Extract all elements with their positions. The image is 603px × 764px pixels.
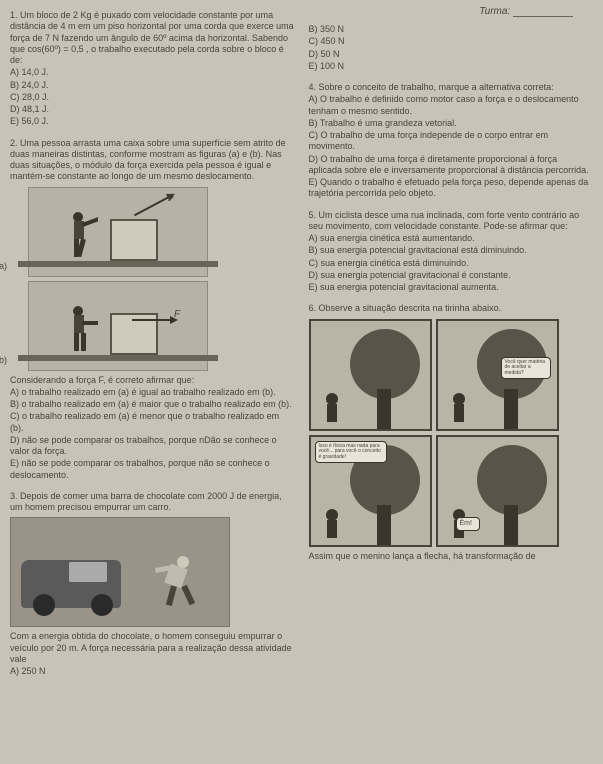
q2-opt-b: B) o trabalho realizado em (a) é maior q…: [10, 399, 295, 410]
turma-label: Turma:: [479, 6, 510, 17]
q5-text: 5. Um ciclista desce uma rua inclinada, …: [309, 210, 594, 233]
q1-opt-b: B) 24,0 J.: [10, 80, 295, 91]
comic-panel-3: Isso é física mas nada para você... para…: [309, 435, 432, 547]
q6-text: 6. Observe a situação descrita na tirinh…: [309, 303, 594, 314]
figure-2a-scene: F: [38, 197, 198, 267]
person-b: [68, 305, 98, 355]
force-arrow-b: [132, 319, 172, 321]
bubble-3: Isso é física mas nada para você... para…: [315, 441, 387, 464]
q1r-opt-e: E) 100 N: [309, 61, 594, 72]
car-wheel-rear: [91, 594, 113, 616]
q1-opt-e: E) 56,0 J.: [10, 116, 295, 127]
figure-2b-label: (b): [0, 355, 7, 366]
figure-2a-label: (a): [0, 261, 7, 272]
comic-panel-4: Êm!: [436, 435, 559, 547]
pushing-man: [149, 554, 199, 608]
q3-opt-a: A) 250 N: [10, 666, 295, 677]
q4-opt-e: E) Quando o trabalho é efetuado pela for…: [309, 177, 594, 200]
car-window: [69, 562, 107, 582]
tree-1: [342, 329, 422, 429]
kid-3: [321, 509, 343, 541]
comic-strip: Você quer matéria de aceitar a medida? I…: [309, 319, 559, 547]
q4-opt-c: C) O trabalho de uma força independe de …: [309, 130, 594, 153]
q1r-opt-d: D) 50 N: [309, 49, 594, 60]
q3-text: 3. Depois de comer uma barra de chocolat…: [10, 491, 295, 514]
question-5: 5. Um ciclista desce uma rua inclinada, …: [309, 210, 594, 294]
force-arrow-a: [134, 195, 170, 216]
q1r-opt-b: B) 350 N: [309, 24, 594, 35]
comic-panel-1: [309, 319, 432, 431]
figure-2b-wrap: (b) F: [10, 281, 295, 371]
q1-opt-d: D) 48,1 J.: [10, 104, 295, 115]
q5-opt-d: D) sua energia potencial gravitacional é…: [309, 270, 594, 281]
q1-opt-a: A) 14,0 J.: [10, 67, 295, 78]
left-column: 1. Um bloco de 2 Kg é puxado com velocid…: [10, 10, 295, 687]
turma-blank-line: [513, 16, 573, 17]
q4-opt-b: B) Trabalho é uma grandeza vetorial.: [309, 118, 594, 129]
kid-1: [321, 393, 343, 425]
tree-4: [469, 445, 549, 545]
q1-opt-c: C) 28,0 J.: [10, 92, 295, 103]
q4-opt-d: D) O trabalho de uma força é diretamente…: [309, 154, 594, 177]
header-turma: Turma:: [479, 6, 573, 17]
right-column: B) 350 N C) 450 N D) 50 N E) 100 N 4. So…: [309, 10, 594, 687]
q4-text: 4. Sobre o conceito de trabalho, marque …: [309, 82, 594, 93]
bubble-4: Êm!: [456, 517, 480, 531]
q5-opt-b: B) sua energia potencial gravitacional e…: [309, 245, 594, 256]
q3-right-opts: B) 350 N C) 450 N D) 50 N E) 100 N: [309, 24, 594, 72]
figure-2a: F: [28, 187, 208, 277]
figure-2b: F: [28, 281, 208, 371]
q5-opt-c: C) sua energia cinética está diminuindo.: [309, 258, 594, 269]
question-6: 6. Observe a situação descrita na tirinh…: [309, 303, 594, 562]
q5-opt-a: A) sua energia cinética está aumentando.: [309, 233, 594, 244]
q2-opt-d: D) não se pode comparar os trabalhos, po…: [10, 435, 295, 458]
ground-b: [18, 355, 218, 361]
q2-opt-c: C) o trabalho realizado em (a) é menor q…: [10, 411, 295, 434]
question-3: 3. Depois de comer uma barra de chocolat…: [10, 491, 295, 678]
ground-a: [18, 261, 218, 267]
columns: 1. Um bloco de 2 Kg é puxado com velocid…: [10, 10, 593, 687]
figure-2b-scene: F: [38, 291, 198, 361]
force-label-a: F: [168, 193, 174, 206]
q6-footer: Assim que o menino lança a flecha, há tr…: [309, 551, 594, 562]
question-2: 2. Uma pessoa arrasta uma caixa sobre um…: [10, 138, 295, 481]
question-4: 4. Sobre o conceito de trabalho, marque …: [309, 82, 594, 200]
q1-text: 1. Um bloco de 2 Kg é puxado com velocid…: [10, 10, 295, 66]
q1r-opt-c: C) 450 N: [309, 36, 594, 47]
q2-opt-e: E) não se pode comparar os trabalhos, po…: [10, 458, 295, 481]
kid-2: [448, 393, 470, 425]
question-1: 1. Um bloco de 2 Kg é puxado com velocid…: [10, 10, 295, 128]
figure-3-car: [10, 517, 230, 627]
box-a: [110, 219, 158, 261]
car-wheel-front: [33, 594, 55, 616]
q2-lead: Considerando a força F, é correto afirma…: [10, 375, 295, 386]
q2-opt-a: A) o trabalho realizado em (a) é igual a…: [10, 387, 295, 398]
person-a: [68, 211, 98, 261]
bubble-2: Você quer matéria de aceitar a medida?: [501, 357, 551, 380]
q2-text: 2. Uma pessoa arrasta uma caixa sobre um…: [10, 138, 295, 183]
q5-opt-e: E) sua energia potencial gravitacional a…: [309, 282, 594, 293]
comic-panel-2: Você quer matéria de aceitar a medida?: [436, 319, 559, 431]
force-label-b: F: [174, 309, 180, 322]
q4-opt-a: A) O trabalho é definido como motor caso…: [309, 94, 594, 117]
q3-text2: Com a energia obtida do chocolate, o hom…: [10, 631, 295, 665]
figure-2a-wrap: (a) F: [10, 187, 295, 277]
